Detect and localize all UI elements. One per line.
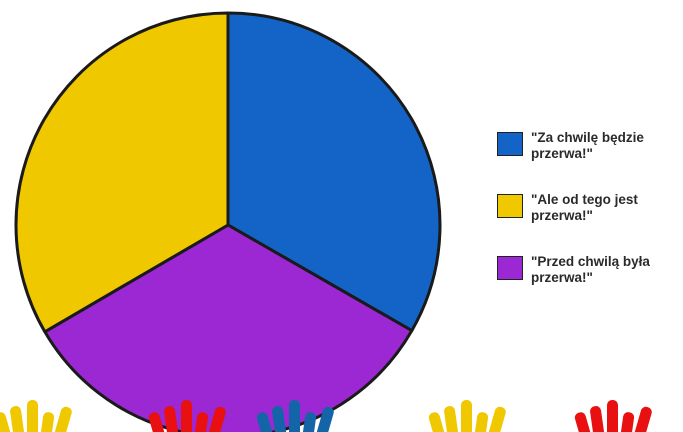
legend-swatch-blue bbox=[497, 132, 523, 156]
hand-icon bbox=[574, 400, 652, 432]
legend-item-ale-od-tego: "Ale od tego jest przerwa!" bbox=[497, 192, 679, 254]
legend-label: "Ale od tego jest przerwa!" bbox=[531, 192, 638, 223]
hand-icon bbox=[148, 400, 226, 432]
pie-slice-2 bbox=[14, 11, 230, 334]
pie-slices bbox=[14, 11, 442, 432]
legend-swatch-purple bbox=[497, 256, 523, 280]
pie-slice-1 bbox=[43, 223, 414, 432]
hand-icon bbox=[428, 400, 506, 432]
legend-item-za-chwile: "Za chwilę będzie przerwa!" bbox=[497, 130, 679, 192]
hand-icon bbox=[0, 400, 72, 432]
legend-item-przed-chwila: "Przed chwilą była przerwa!" bbox=[497, 254, 679, 316]
legend-label: "Za chwilę będzie przerwa!" bbox=[531, 130, 644, 161]
pie-slice-0 bbox=[226, 11, 442, 333]
legend-swatch-yellow bbox=[497, 194, 523, 218]
legend-label: "Przed chwilą była przerwa!" bbox=[531, 254, 650, 285]
legend: "Za chwilę będzie przerwa!" "Ale od tego… bbox=[497, 130, 679, 316]
